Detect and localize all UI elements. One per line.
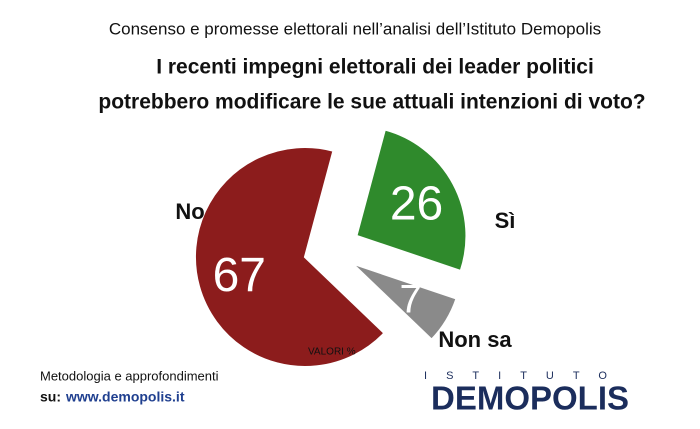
pie: 26 Sì 7 Non sa 67 No: [175, 128, 516, 368]
footer-text: Metodologia e approfondimenti: [40, 368, 219, 383]
category-label: Non sa: [438, 327, 512, 352]
category-label: No: [175, 199, 204, 224]
logo-name: DEMOPOLIS: [431, 380, 629, 417]
logo-top: ISTITUTO: [424, 370, 626, 382]
pie-slice: [355, 128, 468, 273]
note: VALORI %: [308, 347, 356, 358]
footer-url: www.demopolis.it: [65, 389, 185, 405]
value-label: 67: [213, 249, 266, 302]
pie-slice: [351, 262, 458, 342]
chart-title: I recenti impegni elettorali dei leader …: [156, 56, 594, 79]
chart-title: potrebbero modificare le sue attuali int…: [98, 91, 645, 114]
value-label: 26: [390, 177, 443, 230]
value-label: 7: [399, 277, 421, 321]
footer-prefix: su:: [40, 389, 61, 405]
category-label: Sì: [495, 208, 516, 233]
pie-slice: [193, 146, 386, 368]
chart-subtitle: Consenso e promesse elettorali nell’anal…: [109, 19, 601, 38]
